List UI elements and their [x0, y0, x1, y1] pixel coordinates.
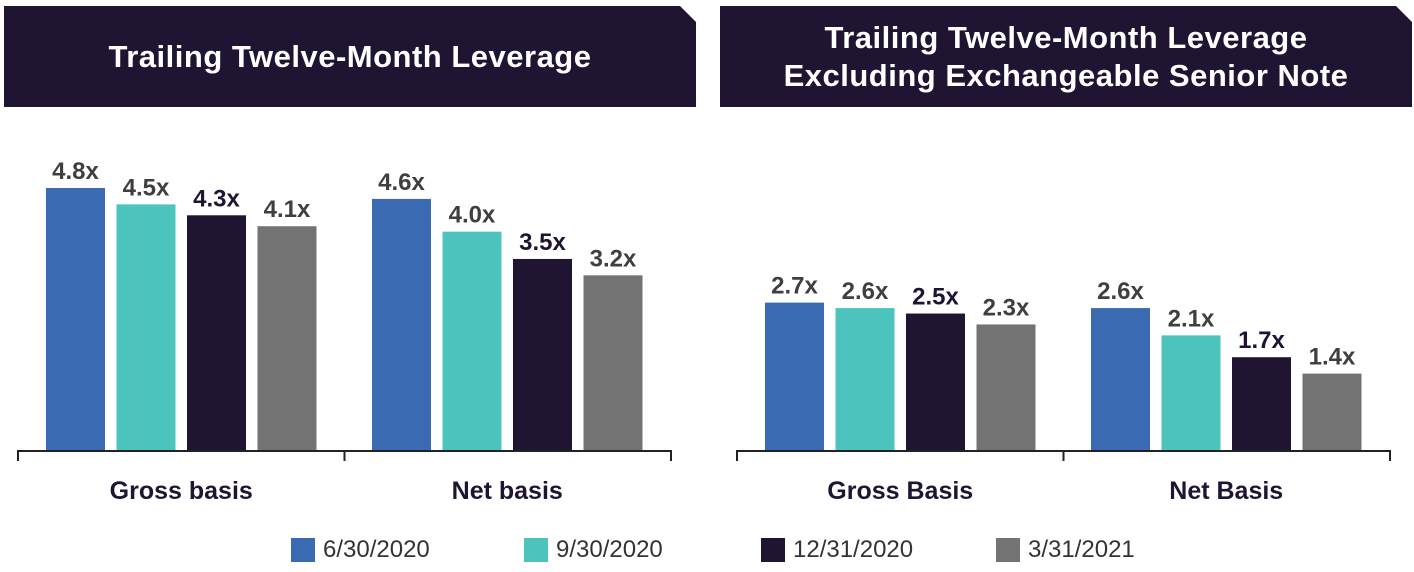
chart-1-data-label-1-2: 4.5x — [123, 174, 170, 201]
chart-title-right: Trailing Twelve-Month Leverage Excluding… — [720, 6, 1412, 107]
legend-label-1: 6/30/2020 — [323, 536, 430, 563]
legend-swatch-2 — [524, 538, 548, 562]
chart-title-right-text: Trailing Twelve-Month Leverage Excluding… — [783, 19, 1349, 93]
chart-2-bar-1-1 — [765, 302, 824, 450]
chart-2-bar-1-2 — [835, 308, 895, 450]
legend-swatch-3 — [761, 538, 785, 562]
legend-item-4: 3/31/2021 — [996, 536, 1135, 564]
chart-1-data-label-2-3: 3.5x — [519, 229, 566, 256]
legend-label-3: 12/31/2020 — [793, 536, 914, 563]
bar-charts: 4.8x 4.5x 4.3x 4.1x Gross basis 4.6x 4.0x 3.5x 3… — [17, 158, 1391, 505]
legend-item-2: 9/30/2020 — [524, 536, 663, 564]
chart-1-bar-2-1 — [372, 198, 431, 450]
chart-1-category-label-2: Net basis — [452, 477, 563, 505]
chart-1-bar-2-3 — [513, 258, 572, 450]
chart-1-data-label-1-1: 4.8x — [52, 158, 99, 185]
chart-2-data-label-1-3: 2.5x — [912, 284, 959, 311]
legend-item-1: 6/30/2020 — [291, 536, 430, 564]
chart-1-data-label-2-2: 4.0x — [449, 202, 496, 229]
chart-2-data-label-1-2: 2.6x — [842, 278, 889, 305]
legend: 6/30/2020 9/30/2020 12/31/2020 3/31/2021 — [0, 536, 1414, 568]
chart-2-bar-2-3 — [1232, 357, 1291, 450]
legend-label-2: 9/30/2020 — [556, 536, 663, 563]
chart-1-bar-2-2 — [442, 231, 502, 450]
chart-2-data-label-1-4: 2.3x — [983, 294, 1030, 321]
chart-title-left: Trailing Twelve-Month Leverage — [4, 6, 696, 107]
legend-item-3: 12/31/2020 — [761, 536, 913, 564]
chart-1-bar-1-4 — [257, 226, 317, 450]
chart-1-data-label-1-3: 4.3x — [193, 185, 240, 212]
chart-2-bar-2-1 — [1091, 308, 1150, 450]
legend-swatch-4 — [996, 538, 1020, 562]
chart-2-data-label-2-2: 2.1x — [1168, 305, 1215, 332]
chart-2-data-label-2-3: 1.7x — [1238, 327, 1285, 354]
chart-1-data-label-1-4: 4.1x — [264, 196, 311, 223]
chart-1-bar-1-3 — [187, 215, 246, 450]
chart-2-bar-1-4 — [976, 324, 1036, 450]
chart-1-data-label-2-4: 3.2x — [590, 245, 637, 272]
chart-1-category-label-1: Gross basis — [110, 477, 253, 505]
chart-2-bar-2-2 — [1161, 335, 1221, 450]
chart-1-bar-1-1 — [46, 188, 105, 450]
legend-swatch-1 — [291, 538, 315, 562]
chart-1-bar-1-2 — [116, 204, 176, 450]
chart-1-data-label-2-1: 4.6x — [378, 169, 425, 196]
chart-2-bar-1-3 — [906, 313, 965, 450]
chart-2-data-label-2-4: 1.4x — [1309, 344, 1356, 371]
chart-2-category-label-1: Gross Basis — [827, 477, 973, 505]
chart-title-left-text: Trailing Twelve-Month Leverage — [108, 38, 592, 74]
chart-2-category-label-2: Net Basis — [1169, 477, 1283, 505]
chart-2-data-label-1-1: 2.7x — [771, 273, 818, 300]
chart-2-bar-2-4 — [1302, 373, 1362, 450]
chart-2-data-label-2-1: 2.6x — [1097, 278, 1144, 305]
chart-1-bar-2-4 — [583, 275, 643, 450]
legend-label-4: 3/31/2021 — [1028, 536, 1135, 563]
